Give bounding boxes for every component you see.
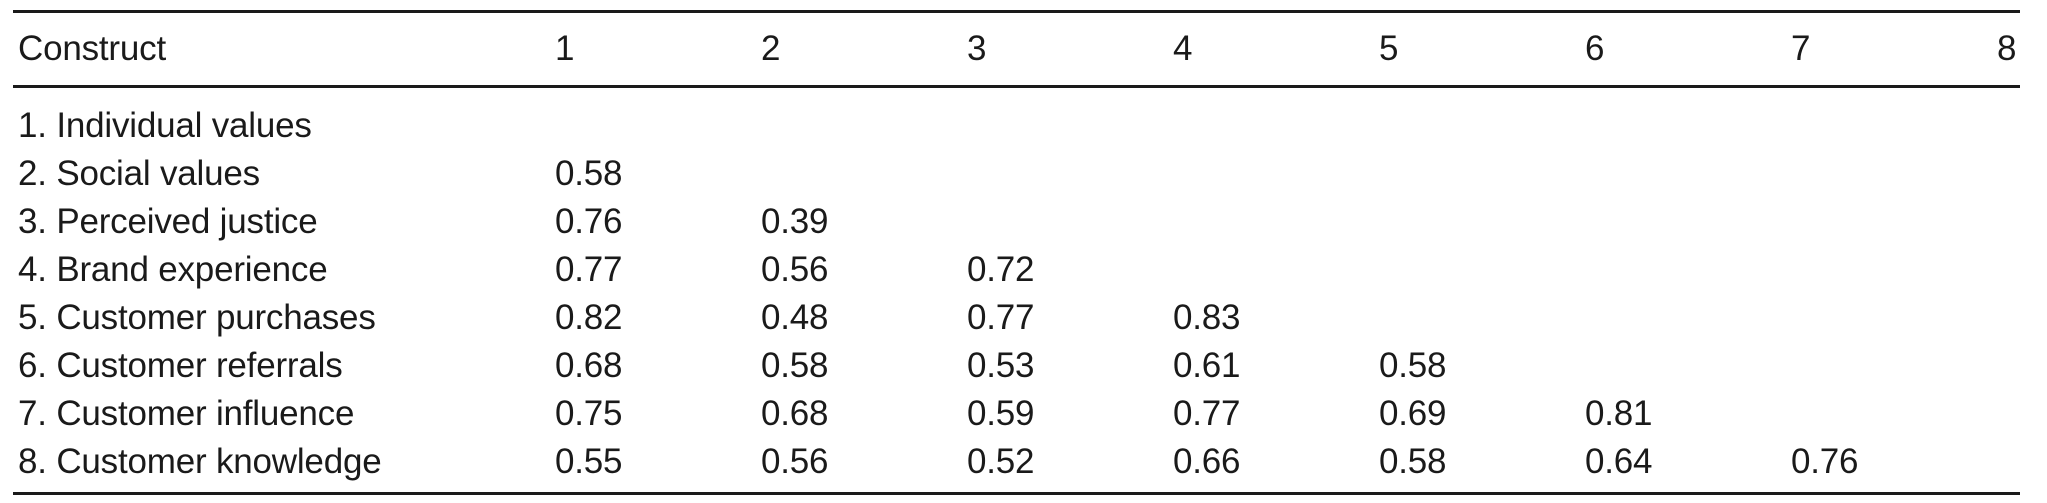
correlation-cell: 0.59	[967, 394, 1035, 433]
correlation-cell	[1997, 438, 2020, 494]
correlation-cell	[1791, 246, 1997, 294]
construct-label: 1. Individual values	[18, 106, 312, 145]
correlation-cell: 0.75	[555, 394, 623, 433]
construct-label: 5. Customer purchases	[18, 298, 376, 337]
correlation-cell	[1997, 390, 2020, 438]
correlation-cell	[967, 87, 1173, 151]
column-header-5: 5	[1379, 11, 1585, 88]
correlation-cell: 0.58	[1379, 442, 1447, 481]
correlation-cell: 0.53	[967, 346, 1035, 385]
correlation-cell: 0.76	[555, 202, 623, 241]
correlation-cell	[967, 198, 1173, 246]
correlation-cell: 0.66	[1173, 442, 1241, 481]
correlation-cell	[1173, 246, 1379, 294]
table-row-2: 2. Social values 0.58	[13, 150, 2020, 198]
table-row-7: 7. Customer influence 0.75 0.68 0.59 0.7…	[13, 390, 2020, 438]
correlation-cell	[1585, 342, 1791, 390]
construct-label: 7. Customer influence	[18, 394, 355, 433]
column-header-3: 3	[967, 11, 1173, 88]
correlation-cell: 0.64	[1585, 442, 1653, 481]
correlation-cell	[1585, 294, 1791, 342]
correlation-cell	[1791, 198, 1997, 246]
correlation-cell	[1791, 87, 1997, 151]
correlation-cell: 0.56	[761, 250, 829, 289]
construct-label: 8. Customer knowledge	[18, 442, 382, 481]
correlation-cell	[1791, 150, 1997, 198]
construct-label: 6. Customer referrals	[18, 346, 343, 385]
table-row-8: 8. Customer knowledge 0.55 0.56 0.52 0.6…	[13, 438, 2020, 494]
correlation-cell	[1997, 150, 2020, 198]
correlation-cell: 0.72	[967, 250, 1035, 289]
correlation-cell: 0.56	[761, 442, 829, 481]
correlation-cell	[1173, 198, 1379, 246]
correlation-cell	[1791, 294, 1997, 342]
correlation-cell: 0.58	[761, 346, 829, 385]
correlation-cell	[1997, 294, 2020, 342]
correlation-cell	[1379, 246, 1585, 294]
column-header-4: 4	[1173, 11, 1379, 88]
correlation-cell	[761, 87, 967, 151]
construct-label: 4. Brand experience	[18, 250, 328, 289]
correlation-cell: 0.77	[1173, 394, 1241, 433]
correlation-cell	[1379, 87, 1585, 151]
correlation-table-container: Construct 1 2 3 4 5 6 7 8 1. Individual …	[13, 10, 2020, 495]
correlation-cell	[1997, 87, 2020, 151]
construct-label: 3. Perceived justice	[18, 202, 318, 241]
correlation-cell: 0.58	[1379, 346, 1447, 385]
construct-label: 2. Social values	[18, 154, 260, 193]
column-header-construct: Construct	[13, 11, 555, 88]
table-row-5: 5. Customer purchases 0.82 0.48 0.77 0.8…	[13, 294, 2020, 342]
correlation-cell	[967, 150, 1173, 198]
table-row-1: 1. Individual values	[13, 87, 2020, 151]
correlation-cell: 0.48	[761, 298, 829, 337]
correlation-cell: 0.82	[555, 298, 623, 337]
correlation-cell: 0.58	[555, 154, 623, 193]
correlation-cell	[1173, 150, 1379, 198]
correlation-cell	[1585, 150, 1791, 198]
correlation-cell: 0.77	[555, 250, 623, 289]
correlation-cell: 0.81	[1585, 394, 1653, 433]
correlation-cell	[1997, 198, 2020, 246]
correlation-cell	[1791, 390, 1997, 438]
column-header-1: 1	[555, 11, 761, 88]
column-header-2: 2	[761, 11, 967, 88]
correlation-cell: 0.68	[555, 346, 623, 385]
correlation-cell: 0.68	[761, 394, 829, 433]
correlation-cell	[1791, 342, 1997, 390]
correlation-cell	[1585, 246, 1791, 294]
correlation-cell	[1585, 87, 1791, 151]
correlation-cell	[555, 87, 761, 151]
correlation-cell: 0.52	[967, 442, 1035, 481]
correlation-cell	[1585, 198, 1791, 246]
correlation-cell	[1379, 150, 1585, 198]
correlation-cell	[761, 150, 967, 198]
correlation-cell: 0.55	[555, 442, 623, 481]
table-row-3: 3. Perceived justice 0.76 0.39	[13, 198, 2020, 246]
correlation-cell: 0.69	[1379, 394, 1447, 433]
column-header-7: 7	[1791, 11, 1997, 88]
column-header-6: 6	[1585, 11, 1791, 88]
correlation-cell: 0.39	[761, 202, 829, 241]
correlation-cell: 0.61	[1173, 346, 1241, 385]
correlation-cell: 0.83	[1173, 298, 1241, 337]
correlation-cell	[1379, 198, 1585, 246]
correlation-cell	[1997, 246, 2020, 294]
header-row: Construct 1 2 3 4 5 6 7 8	[13, 11, 2020, 88]
column-header-8: 8	[1997, 11, 2020, 88]
correlation-cell: 0.77	[967, 298, 1035, 337]
correlation-cell	[1379, 294, 1585, 342]
table-row-6: 6. Customer referrals 0.68 0.58 0.53 0.6…	[13, 342, 2020, 390]
correlation-cell: 0.76	[1791, 442, 1859, 481]
correlation-cell	[1997, 342, 2020, 390]
table-row-4: 4. Brand experience 0.77 0.56 0.72	[13, 246, 2020, 294]
correlation-cell	[1173, 87, 1379, 151]
correlation-table: Construct 1 2 3 4 5 6 7 8 1. Individual …	[13, 10, 2020, 495]
